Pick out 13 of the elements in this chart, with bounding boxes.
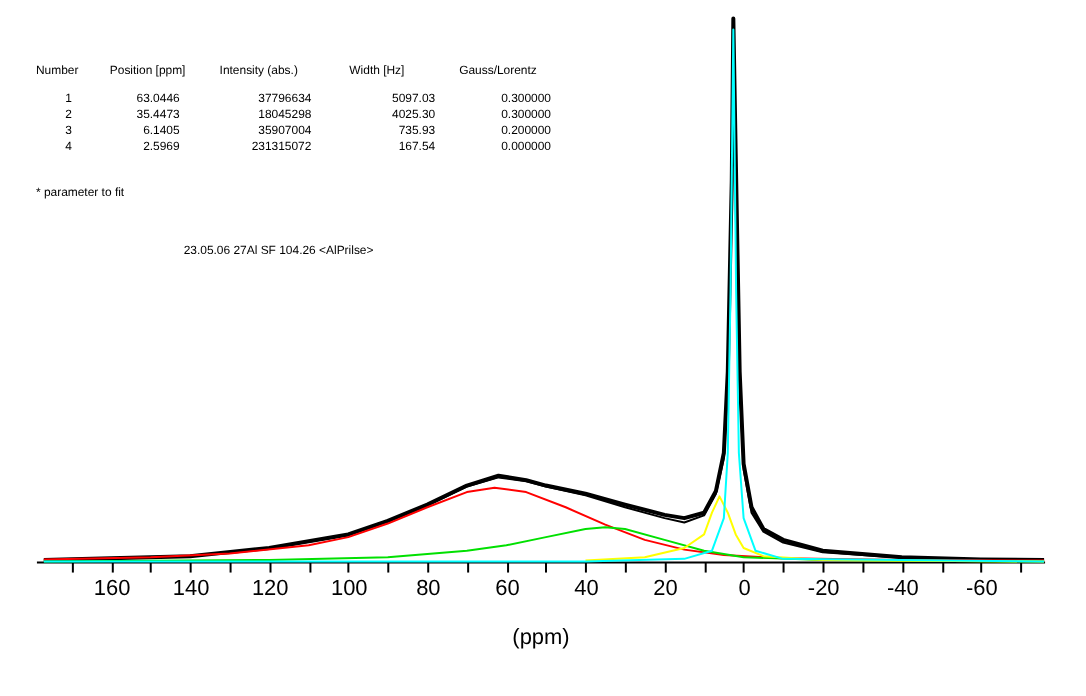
x-tick-label: -60	[965, 576, 998, 601]
x-tick-label: 0	[738, 576, 751, 601]
x-tick-label: 40	[574, 576, 599, 601]
x-axis-title: (ppm)	[512, 626, 570, 651]
x-tick-label: 140	[172, 576, 210, 601]
x-tick-label: -20	[807, 576, 840, 601]
x-tick-label: 20	[653, 576, 678, 601]
x-tick-label: 80	[416, 576, 441, 601]
x-tick-label: 60	[495, 576, 520, 601]
x-tick-label: 160	[93, 576, 131, 601]
x-tick-label: 100	[330, 576, 368, 601]
x-tick-label: -40	[886, 576, 919, 601]
x-tick-label: 120	[251, 576, 289, 601]
